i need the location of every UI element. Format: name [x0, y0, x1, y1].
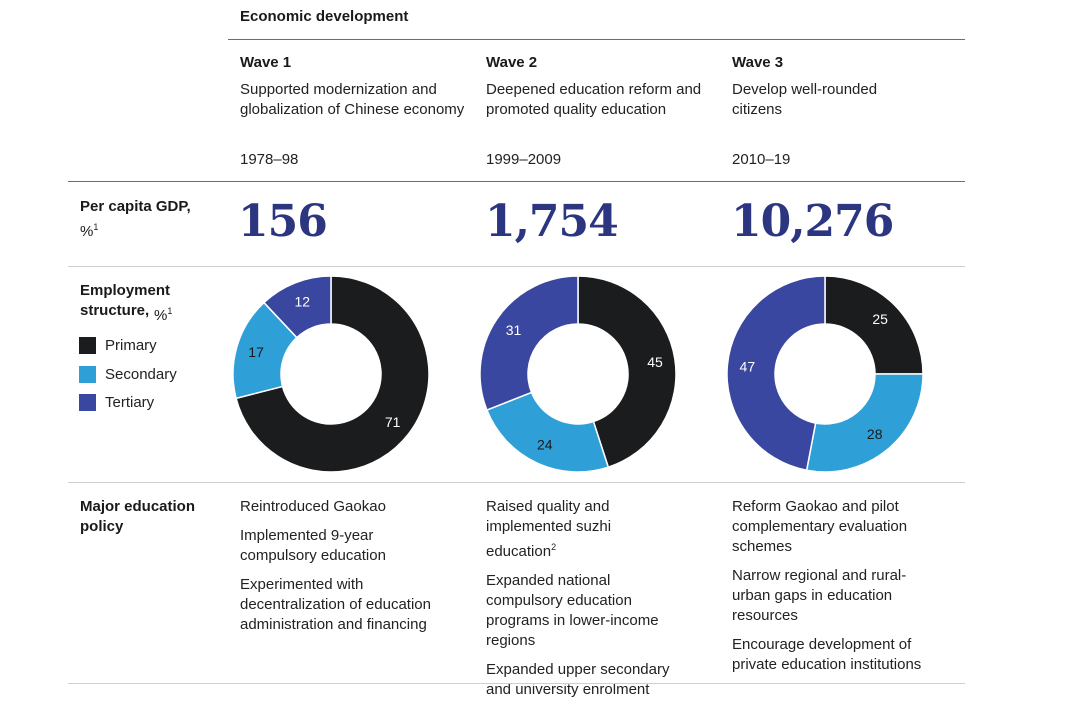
donut-value-label: 31 — [506, 322, 522, 338]
donut-value-label: 45 — [647, 354, 663, 370]
employment-footnote: 1 — [167, 306, 173, 316]
employment-label: Employment structure, — [80, 282, 171, 319]
legend-label: Secondary — [105, 366, 177, 383]
employment-unit: % — [154, 307, 168, 324]
gdp-value-wave-2: 1,754 — [485, 196, 619, 247]
legend-label: Tertiary — [105, 394, 155, 411]
policy-item-text: Raised quality and implemented suzhi edu… — [486, 498, 612, 560]
policy-column-wave-3: Reform Gaokao and pilot complementary ev… — [732, 497, 947, 684]
wave-1-column: Wave 1 Supported modernization and globa… — [240, 54, 470, 120]
wave-title: Wave 2 — [486, 54, 538, 71]
wave-title: Wave 3 — [732, 54, 784, 71]
wave-2-column: Wave 2 Deepened education reform and pro… — [486, 54, 716, 120]
donut-slice-tertiary — [479, 275, 579, 412]
donut-slice-primary — [235, 275, 430, 473]
donut-value-label: 47 — [740, 359, 756, 375]
policy-item: Encourage development of private educati… — [732, 636, 922, 673]
wave-title: Wave 1 — [240, 54, 292, 71]
legend-swatch-primary — [79, 337, 96, 354]
policy-item: Expanded upper secondary and university … — [486, 661, 670, 698]
donut-slice-secondary — [805, 373, 924, 473]
donut-slice-tertiary — [726, 275, 826, 472]
policy-column-wave-1: Reintroduced Gaokao Implemented 9-year c… — [240, 497, 465, 644]
wave-description: Deepened education reform and promoted q… — [486, 81, 702, 118]
policy-item-with-footnote: Raised quality and implemented suzhi edu… — [486, 497, 636, 562]
employment-unit-line: %1 — [154, 301, 172, 326]
donut-slice-primary — [824, 275, 924, 375]
legend-item-tertiary: Tertiary — [79, 394, 154, 411]
wave-3-column: Wave 3 Develop well-rounded citizens — [732, 54, 912, 120]
header-divider — [228, 39, 965, 40]
header-title: Economic development — [240, 8, 409, 25]
employment-top-divider — [68, 266, 965, 267]
employment-donut-charts: 71 17 12 45 24 31 25 28 47 — [232, 275, 924, 473]
gdp-unit-line: %1 — [80, 217, 191, 242]
policy-item: Experimented with decentralization of ed… — [240, 576, 431, 633]
legend-swatch-tertiary — [79, 394, 96, 411]
policy-footnote: 2 — [551, 542, 557, 552]
wave-description: Supported modernization and globalizatio… — [240, 81, 465, 118]
legend-label: Primary — [105, 337, 157, 354]
policy-top-divider — [68, 482, 965, 483]
donut-value-label: 25 — [872, 311, 888, 327]
employment-row-label: Employment structure, — [80, 281, 190, 321]
legend-swatch-secondary — [79, 366, 96, 383]
donut-value-label: 28 — [867, 426, 883, 442]
donut-value-label: 17 — [248, 344, 264, 360]
gdp-top-divider — [68, 181, 965, 182]
gdp-value-wave-1: 156 — [238, 196, 328, 247]
policy-row-label: Major education policy — [80, 498, 196, 535]
policy-item: Implemented 9-year compulsory education — [240, 527, 386, 564]
legend-item-primary: Primary — [79, 337, 157, 354]
gdp-unit: % — [80, 223, 94, 240]
gdp-footnote: 1 — [93, 222, 99, 232]
gdp-value-wave-3: 10,276 — [731, 196, 894, 247]
wave-description: Develop well-rounded citizens — [732, 81, 878, 118]
employment-label-line1: Employment structure, — [80, 281, 190, 321]
wave-1-years: 1978–98 — [240, 151, 299, 168]
wave-2-years: 1999–2009 — [486, 151, 562, 168]
policy-item: Expanded national compulsory education p… — [486, 572, 659, 649]
policy-column-wave-2: Raised quality and implemented suzhi edu… — [486, 497, 718, 709]
donut-slice-tertiary — [262, 275, 332, 339]
gdp-label: Per capita GDP, — [80, 198, 191, 215]
donut-value-label: 71 — [385, 414, 401, 430]
policy-item: Reintroduced Gaokao — [240, 498, 386, 515]
donut-value-label: 12 — [294, 293, 310, 309]
donut-value-label: 24 — [537, 437, 553, 453]
legend-item-secondary: Secondary — [79, 366, 177, 383]
policy-item: Narrow regional and rural-urban gaps in … — [732, 567, 907, 624]
donut-slice-primary — [577, 275, 677, 469]
gdp-row-label: Per capita GDP, %1 — [80, 197, 191, 242]
wave-3-years: 2010–19 — [732, 151, 791, 168]
donut-slice-secondary — [485, 391, 610, 473]
policy-item: Reform Gaokao and pilot complementary ev… — [732, 498, 908, 555]
